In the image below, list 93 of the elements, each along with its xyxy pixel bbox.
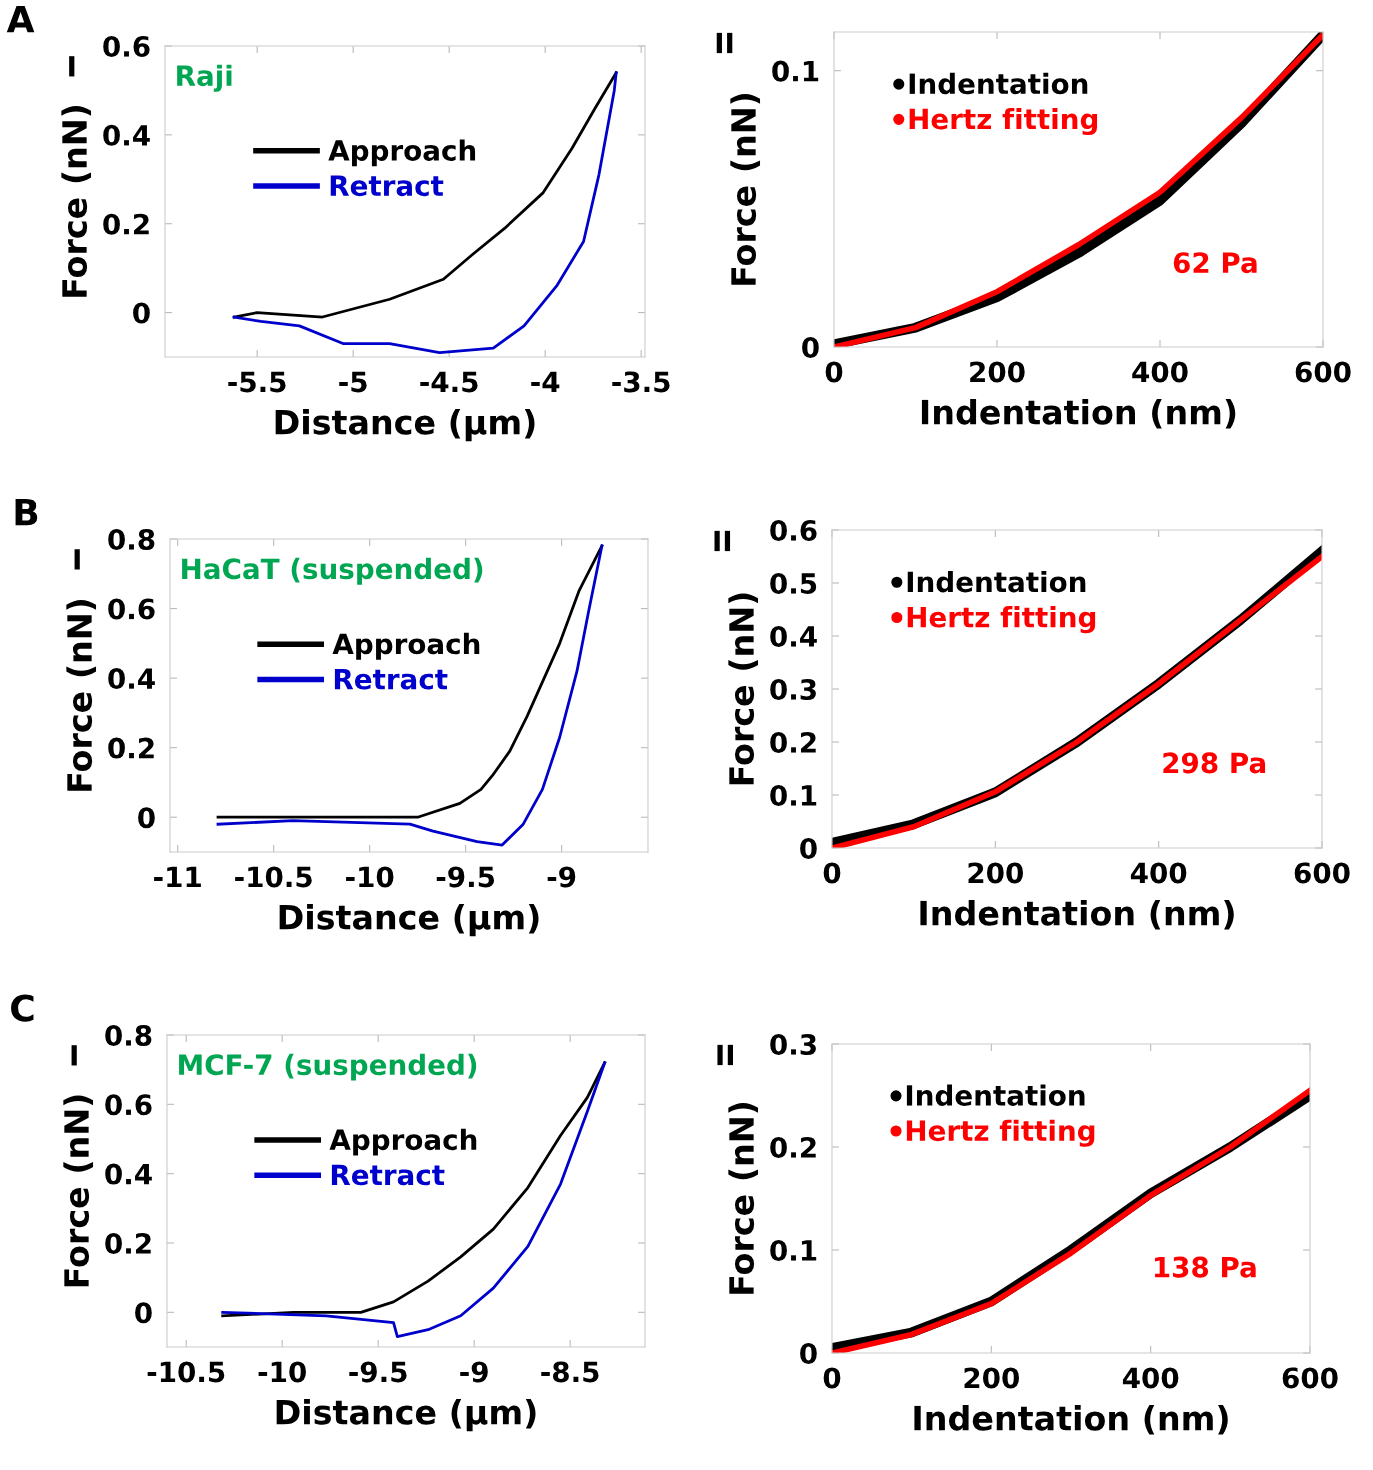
y-tick-label: 0.8: [108, 528, 155, 550]
y-tick-label: 0.2: [770, 1136, 816, 1158]
y-tick-label: 0: [133, 302, 150, 324]
x-tick-label: 0: [823, 862, 841, 884]
x-tick-label: -4.5: [420, 371, 478, 393]
x-tick-label: 200: [970, 361, 1025, 383]
legend-label: Approach: [332, 632, 480, 660]
x-tick-label: -5.5: [228, 371, 286, 393]
legend-label: Approach: [328, 139, 476, 167]
y-tick-label: 0.4: [105, 1163, 152, 1185]
y-tick-label: 0.6: [103, 35, 150, 57]
y-tick-label: 0.1: [772, 60, 819, 82]
x-tick-label: -9: [460, 1361, 488, 1383]
x-tick-label: 600: [1282, 1367, 1338, 1389]
y-axis-title: Force (nN): [66, 599, 97, 791]
x-tick-label: -5: [339, 371, 367, 393]
annotation: 138 Pa: [1154, 1256, 1256, 1278]
y-axis-title: Force (nN): [728, 1102, 759, 1294]
x-tick-label: -10.5: [147, 1361, 225, 1383]
x-tick-label: -10: [258, 1361, 306, 1383]
y-tick-label: 0.4: [108, 668, 155, 690]
y-axis-title: Force (nN): [63, 1095, 94, 1287]
x-tick-label: -4: [531, 371, 560, 392]
text: II: [716, 32, 733, 54]
y-tick-label: 0: [800, 1342, 817, 1364]
annotation: Raji: [177, 64, 232, 92]
y-tick-label: 0.1: [770, 784, 817, 806]
y-tick-label: 0.6: [105, 1094, 152, 1116]
legend-label: Hertz fitting: [907, 606, 1096, 634]
y-tick-label: 0: [138, 807, 155, 829]
x-axis-title: Indentation (nm): [920, 899, 1234, 930]
legend-label: Retract: [330, 175, 444, 197]
x-tick-label: 600: [1295, 361, 1351, 383]
annotation: 298 Pa: [1163, 752, 1266, 774]
x-axis-title: Distance (µm): [275, 408, 535, 442]
text: A: [6, 5, 35, 33]
annotation: MCF-7 (suspended): [179, 1053, 477, 1081]
x-axis-title: Indentation (nm): [914, 1404, 1228, 1435]
x-tick-label: 400: [1122, 1367, 1179, 1389]
x-tick-label: -9.5: [436, 866, 495, 888]
y-tick-label: 0: [135, 1302, 152, 1324]
y-tick-label: 0.6: [770, 519, 817, 541]
x-axis-title: Distance (µm): [279, 903, 539, 937]
text: C: [11, 994, 34, 1022]
y-axis-title: Force (nN): [728, 593, 759, 785]
x-tick-label: 0: [825, 361, 843, 383]
y-tick-label: 0.2: [105, 1232, 151, 1254]
text: B: [15, 498, 38, 526]
y-tick-label: 0.2: [770, 731, 816, 753]
x-tick-label: 0: [823, 1367, 841, 1389]
text: I: [71, 1045, 77, 1066]
y-tick-label: 0: [800, 837, 817, 859]
x-tick-label: 200: [964, 1367, 1019, 1389]
x-tick-label: -9.5: [349, 1361, 407, 1383]
y-tick-label: 0.1: [770, 1239, 817, 1261]
x-tick-label: -3.5: [612, 371, 670, 393]
x-axis-title: Indentation (nm): [921, 398, 1236, 429]
annotation: 62 Pa: [1173, 252, 1257, 274]
text: I: [69, 56, 75, 77]
y-tick-label: 0.6: [108, 598, 155, 620]
x-tick-label: 400: [1132, 361, 1188, 383]
legend-label: Indentation: [906, 1084, 1085, 1106]
y-tick-label: 0: [802, 336, 819, 358]
x-tick-label: -9: [547, 866, 576, 888]
x-tick-label: -8.5: [541, 1361, 599, 1383]
x-tick-label: 600: [1294, 862, 1350, 884]
y-tick-label: 0.3: [770, 1033, 816, 1055]
legend-label: Hertz fitting: [906, 1119, 1095, 1147]
y-tick-label: 0.4: [103, 124, 150, 146]
y-tick-label: 0.2: [103, 213, 149, 235]
text: II: [717, 1044, 733, 1066]
y-tick-label: 0.5: [770, 572, 817, 594]
annotation: HaCaT (suspended): [182, 557, 483, 585]
x-tick-label: 200: [968, 862, 1023, 884]
legend-label: Indentation: [909, 72, 1088, 95]
legend-label: Hertz fitting: [909, 107, 1098, 136]
y-axis-title: Force (nN): [730, 93, 761, 285]
legend-label: Retract: [331, 1164, 445, 1186]
y-tick-label: 0.4: [770, 625, 817, 647]
legend-label: Retract: [334, 668, 448, 690]
legend-label: Approach: [329, 1128, 477, 1156]
legend-label: Indentation: [907, 570, 1086, 593]
y-tick-label: 0.8: [105, 1024, 152, 1046]
y-tick-label: 0.3: [770, 678, 816, 700]
text: I: [74, 549, 80, 570]
x-tick-label: -10.5: [235, 866, 312, 888]
x-tick-label: -10: [346, 866, 394, 888]
x-tick-label: 400: [1130, 862, 1187, 884]
y-axis-title: Force (nN): [61, 105, 92, 297]
y-tick-label: 0.2: [108, 737, 154, 759]
x-tick-label: -11: [154, 866, 201, 887]
text: II: [714, 530, 731, 552]
x-axis-title: Distance (µm): [276, 1398, 536, 1432]
